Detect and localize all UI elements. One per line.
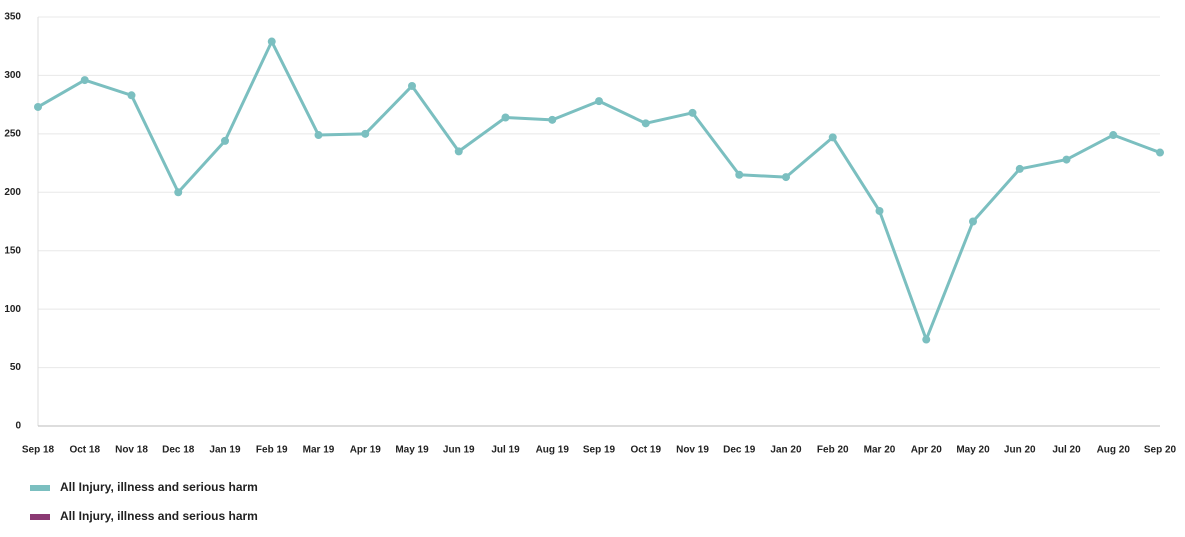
data-point bbox=[1156, 148, 1164, 157]
x-tick-label: Jan 20 bbox=[770, 445, 802, 456]
x-tick-label: Jun 20 bbox=[1004, 445, 1036, 456]
data-point bbox=[1109, 131, 1118, 140]
x-tick-label: Oct 18 bbox=[69, 445, 100, 456]
y-tick-label: 350 bbox=[4, 12, 21, 23]
data-point bbox=[922, 335, 931, 344]
x-tick-label: Feb 20 bbox=[817, 445, 849, 456]
y-tick-label: 200 bbox=[4, 187, 21, 198]
y-tick-label: 300 bbox=[4, 70, 21, 81]
x-tick-label: Jan 19 bbox=[209, 445, 241, 456]
x-tick-label: Dec 19 bbox=[723, 445, 756, 456]
x-tick-label: Jun 19 bbox=[443, 445, 475, 456]
data-point bbox=[548, 115, 557, 124]
x-tick-label: Sep 19 bbox=[583, 445, 616, 456]
legend-swatch bbox=[30, 514, 50, 520]
y-tick-label: 150 bbox=[4, 245, 21, 256]
x-tick-label: Mar 20 bbox=[864, 445, 896, 456]
data-point bbox=[1015, 164, 1024, 173]
x-tick-label: Sep 20 bbox=[1144, 445, 1177, 456]
data-point bbox=[875, 206, 884, 215]
legend-text: All Injury, illness and serious harm bbox=[60, 509, 258, 523]
x-tick-label: Aug 19 bbox=[536, 445, 570, 456]
x-tick-label: May 20 bbox=[956, 445, 990, 456]
data-point bbox=[314, 131, 323, 140]
data-point bbox=[80, 76, 89, 85]
x-tick-label: Nov 19 bbox=[676, 445, 709, 456]
data-point bbox=[361, 129, 370, 138]
data-point bbox=[127, 91, 136, 100]
x-tick-label: Sep 18 bbox=[22, 445, 55, 456]
legend-swatch bbox=[30, 485, 50, 491]
data-point bbox=[454, 147, 463, 156]
x-tick-label: Nov 18 bbox=[115, 445, 148, 456]
data-point bbox=[969, 217, 977, 226]
data-point bbox=[735, 170, 744, 179]
data-point bbox=[221, 136, 229, 145]
data-point bbox=[267, 37, 276, 46]
x-tick-label: Apr 19 bbox=[350, 445, 382, 456]
data-point bbox=[688, 108, 697, 117]
data-point bbox=[1062, 155, 1071, 164]
x-tick-label: Oct 19 bbox=[630, 445, 661, 456]
data-point bbox=[34, 102, 42, 111]
data-point bbox=[782, 173, 790, 182]
x-tick-label: Dec 18 bbox=[162, 445, 195, 456]
x-tick-label: Apr 20 bbox=[911, 445, 943, 456]
data-point bbox=[408, 81, 416, 90]
series-line bbox=[37, 40, 1161, 342]
x-tick-label: May 19 bbox=[395, 445, 429, 456]
data-point bbox=[595, 97, 603, 106]
x-tick-label: Jul 19 bbox=[491, 445, 520, 456]
x-tick-label: Jul 20 bbox=[1052, 445, 1081, 456]
y-tick-label: 250 bbox=[4, 128, 21, 139]
x-tick-label: Feb 19 bbox=[256, 445, 288, 456]
legend-text: All Injury, illness and serious harm bbox=[60, 480, 258, 494]
data-point bbox=[641, 119, 650, 128]
y-tick-label: 100 bbox=[4, 304, 21, 315]
data-point bbox=[828, 133, 837, 142]
data-point bbox=[501, 113, 510, 122]
data-point bbox=[174, 188, 183, 197]
x-tick-label: Aug 20 bbox=[1097, 445, 1131, 456]
x-tick-label: Mar 19 bbox=[303, 445, 335, 456]
y-tick-label: 50 bbox=[10, 362, 22, 373]
y-tick-label: 0 bbox=[15, 421, 21, 432]
